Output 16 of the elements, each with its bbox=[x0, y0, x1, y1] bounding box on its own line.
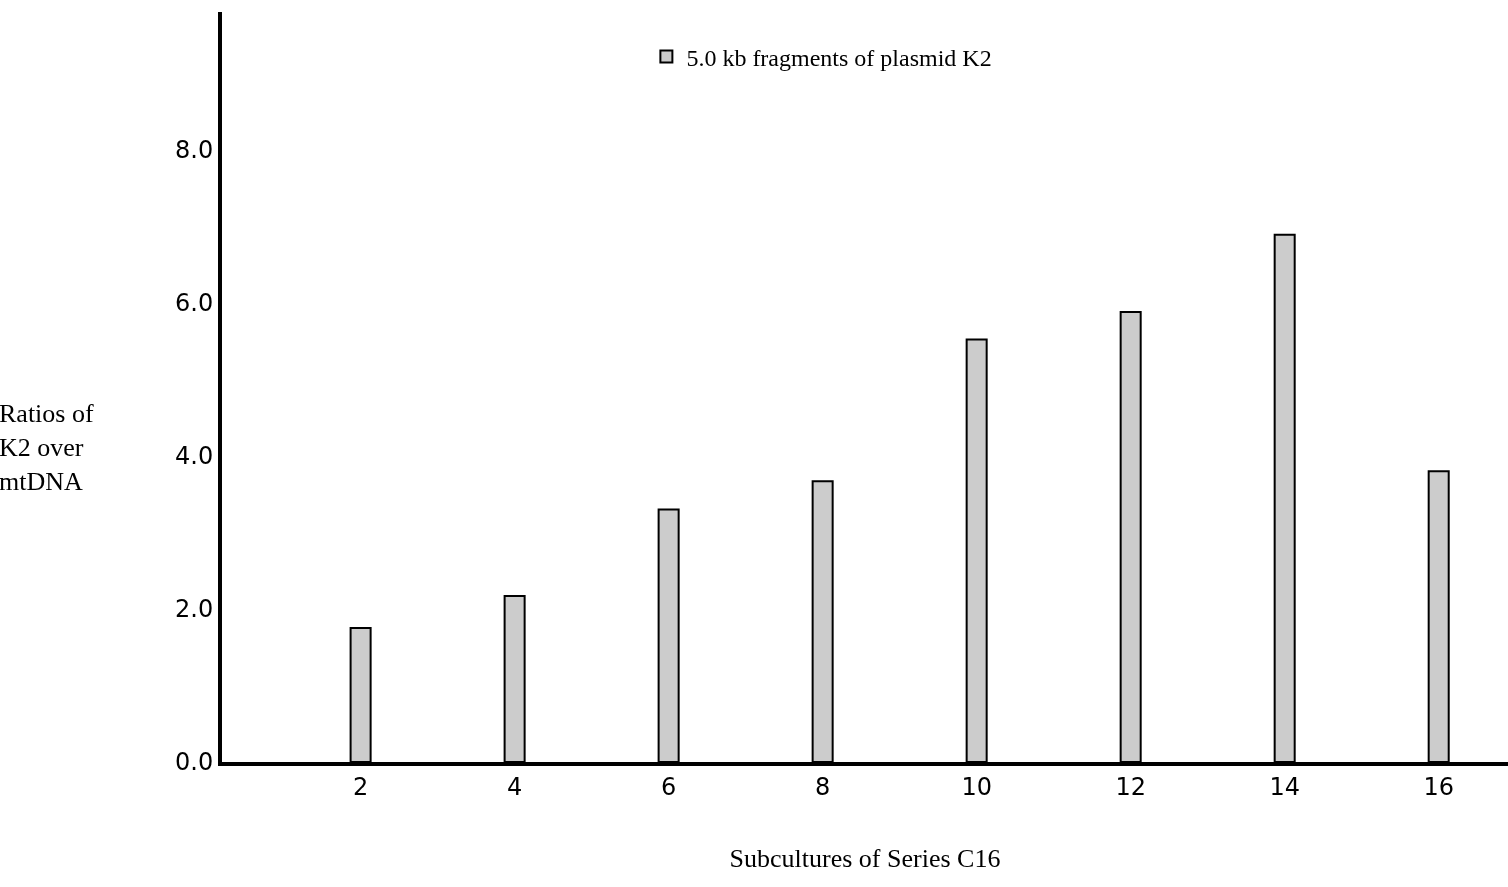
x-tick-label: 6 bbox=[660, 772, 677, 801]
x-tick-label: 4 bbox=[506, 772, 523, 801]
x-tick-label: 14 bbox=[1269, 772, 1300, 801]
x-axis-title: Subcultures of Series C16 bbox=[729, 844, 1001, 873]
x-tick-label: 16 bbox=[1423, 772, 1454, 801]
y-axis-title: Ratios of K2 over mtDNA bbox=[0, 399, 94, 496]
y-tick-label: 4.0 bbox=[175, 442, 214, 471]
x-tick-label: 10 bbox=[961, 772, 992, 801]
x-tick-label: 8 bbox=[815, 772, 831, 801]
legend-label: 5.0 kb fragments of plasmid K2 bbox=[686, 44, 992, 71]
y-tick-label: 6.0 bbox=[175, 289, 214, 318]
y-tick-label: 8.0 bbox=[175, 136, 214, 165]
y-tick-label: 0.0 bbox=[175, 748, 214, 777]
y-tick-label: 2.0 bbox=[175, 595, 214, 624]
x-tick-label: 12 bbox=[1115, 772, 1146, 801]
x-tick-label: 2 bbox=[352, 772, 369, 801]
